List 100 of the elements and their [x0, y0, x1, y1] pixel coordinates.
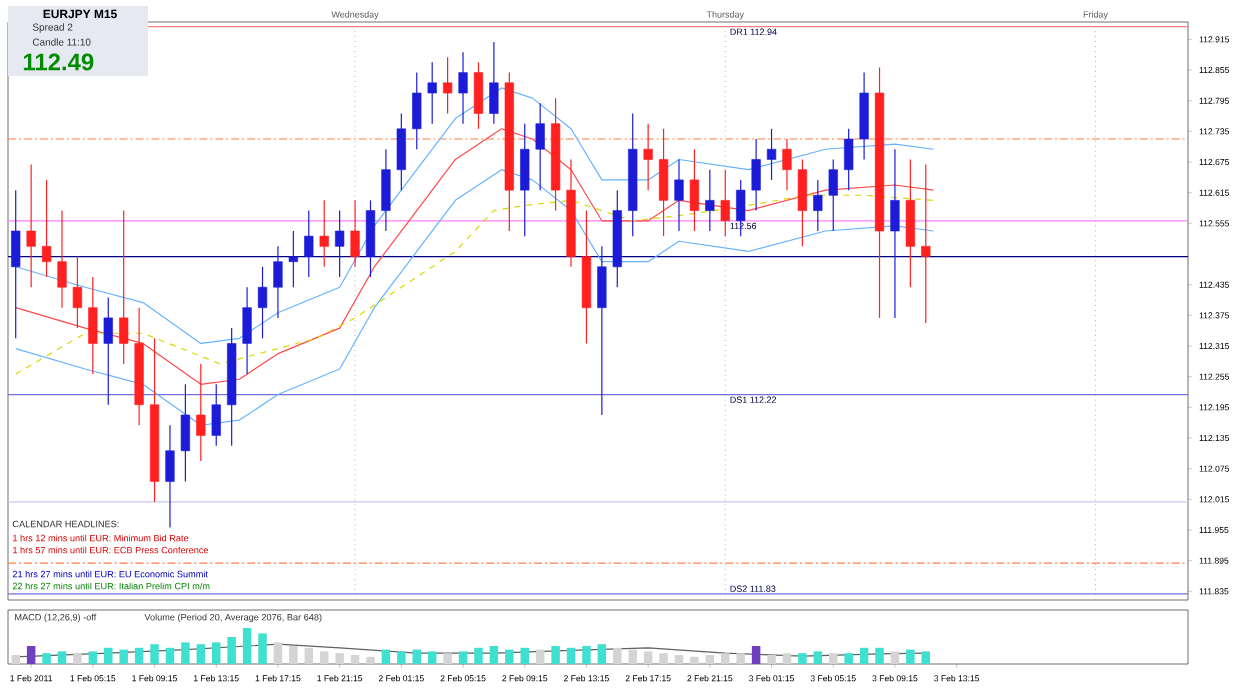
candlestick — [273, 245, 283, 319]
bar — [366, 656, 375, 664]
bar — [690, 656, 699, 664]
bar — [397, 651, 406, 664]
bar — [628, 649, 637, 664]
bar — [443, 653, 452, 664]
bar — [412, 649, 422, 664]
bar — [335, 653, 344, 664]
candlestick — [335, 209, 345, 278]
candlestick — [520, 123, 530, 237]
candlestick — [26, 163, 36, 288]
line-series — [15, 128, 935, 385]
candlestick — [844, 128, 854, 191]
bar — [751, 646, 761, 664]
candlestick — [766, 128, 777, 181]
bar — [798, 653, 807, 664]
bar — [597, 644, 607, 664]
candlestick — [473, 61, 484, 130]
bar — [875, 647, 884, 664]
bar — [73, 653, 82, 664]
bar — [736, 653, 745, 664]
bar — [582, 646, 591, 664]
bar — [242, 628, 252, 664]
candlestick — [288, 230, 298, 288]
bar — [119, 649, 128, 664]
candlestick — [427, 61, 437, 125]
bar — [535, 649, 545, 664]
candlestick — [720, 169, 730, 237]
bar — [26, 646, 36, 664]
bar — [181, 642, 190, 664]
bar — [88, 651, 98, 664]
candlestick — [674, 158, 684, 232]
bar — [11, 655, 20, 664]
bar — [921, 651, 931, 664]
candlestick — [489, 41, 499, 125]
candlestick — [350, 199, 360, 268]
bar — [520, 647, 529, 664]
bar — [613, 647, 622, 664]
bar — [381, 649, 391, 664]
bar — [782, 653, 792, 664]
bar — [319, 651, 329, 664]
bar — [134, 647, 144, 664]
candlestick — [643, 123, 653, 191]
bar — [721, 653, 730, 664]
bar — [859, 647, 869, 664]
candlestick — [458, 51, 468, 125]
candlestick — [304, 209, 314, 278]
candlestick — [689, 148, 700, 232]
bar — [890, 651, 900, 664]
bar — [505, 649, 514, 664]
bar — [350, 655, 360, 664]
candlestick — [11, 189, 21, 339]
bar — [258, 633, 267, 664]
candlestick — [828, 158, 838, 232]
bar — [813, 651, 823, 664]
bar — [289, 646, 298, 664]
bar — [643, 651, 653, 664]
bar — [489, 646, 499, 664]
bar — [196, 644, 206, 664]
candlestick — [103, 296, 113, 406]
candlestick — [890, 148, 900, 319]
bar — [304, 647, 314, 664]
candlestick — [72, 255, 83, 329]
candlestick — [180, 383, 191, 483]
candlestick — [658, 128, 669, 237]
bar — [427, 651, 437, 664]
candlestick — [751, 138, 761, 212]
bar — [212, 642, 221, 664]
bar — [150, 644, 159, 664]
candlestick — [396, 112, 406, 191]
candlestick — [412, 71, 422, 150]
candlestick — [443, 56, 453, 115]
candlestick — [797, 158, 808, 247]
bar — [458, 651, 468, 664]
candlestick — [535, 102, 545, 191]
candlestick — [365, 199, 376, 278]
candlestick — [905, 158, 915, 288]
candlestick — [88, 276, 98, 375]
bar — [474, 647, 483, 664]
candlestick — [257, 266, 268, 339]
bar — [767, 655, 776, 664]
bar — [566, 647, 576, 664]
bar — [659, 653, 668, 664]
candlestick — [782, 138, 792, 191]
candlestick — [41, 179, 52, 278]
annotation: 112.49 — [23, 53, 94, 71]
bar — [42, 653, 51, 664]
candlestick — [196, 363, 206, 462]
candlestick — [242, 286, 252, 375]
candlestick — [859, 71, 869, 161]
bar — [57, 651, 67, 664]
candlestick — [119, 209, 129, 365]
bar — [906, 649, 915, 664]
candlestick — [705, 169, 715, 232]
candlestick — [211, 383, 221, 447]
bar — [829, 653, 838, 664]
candlestick — [57, 209, 67, 309]
candlestick — [381, 148, 391, 232]
bar — [104, 647, 113, 664]
bar — [674, 655, 684, 664]
